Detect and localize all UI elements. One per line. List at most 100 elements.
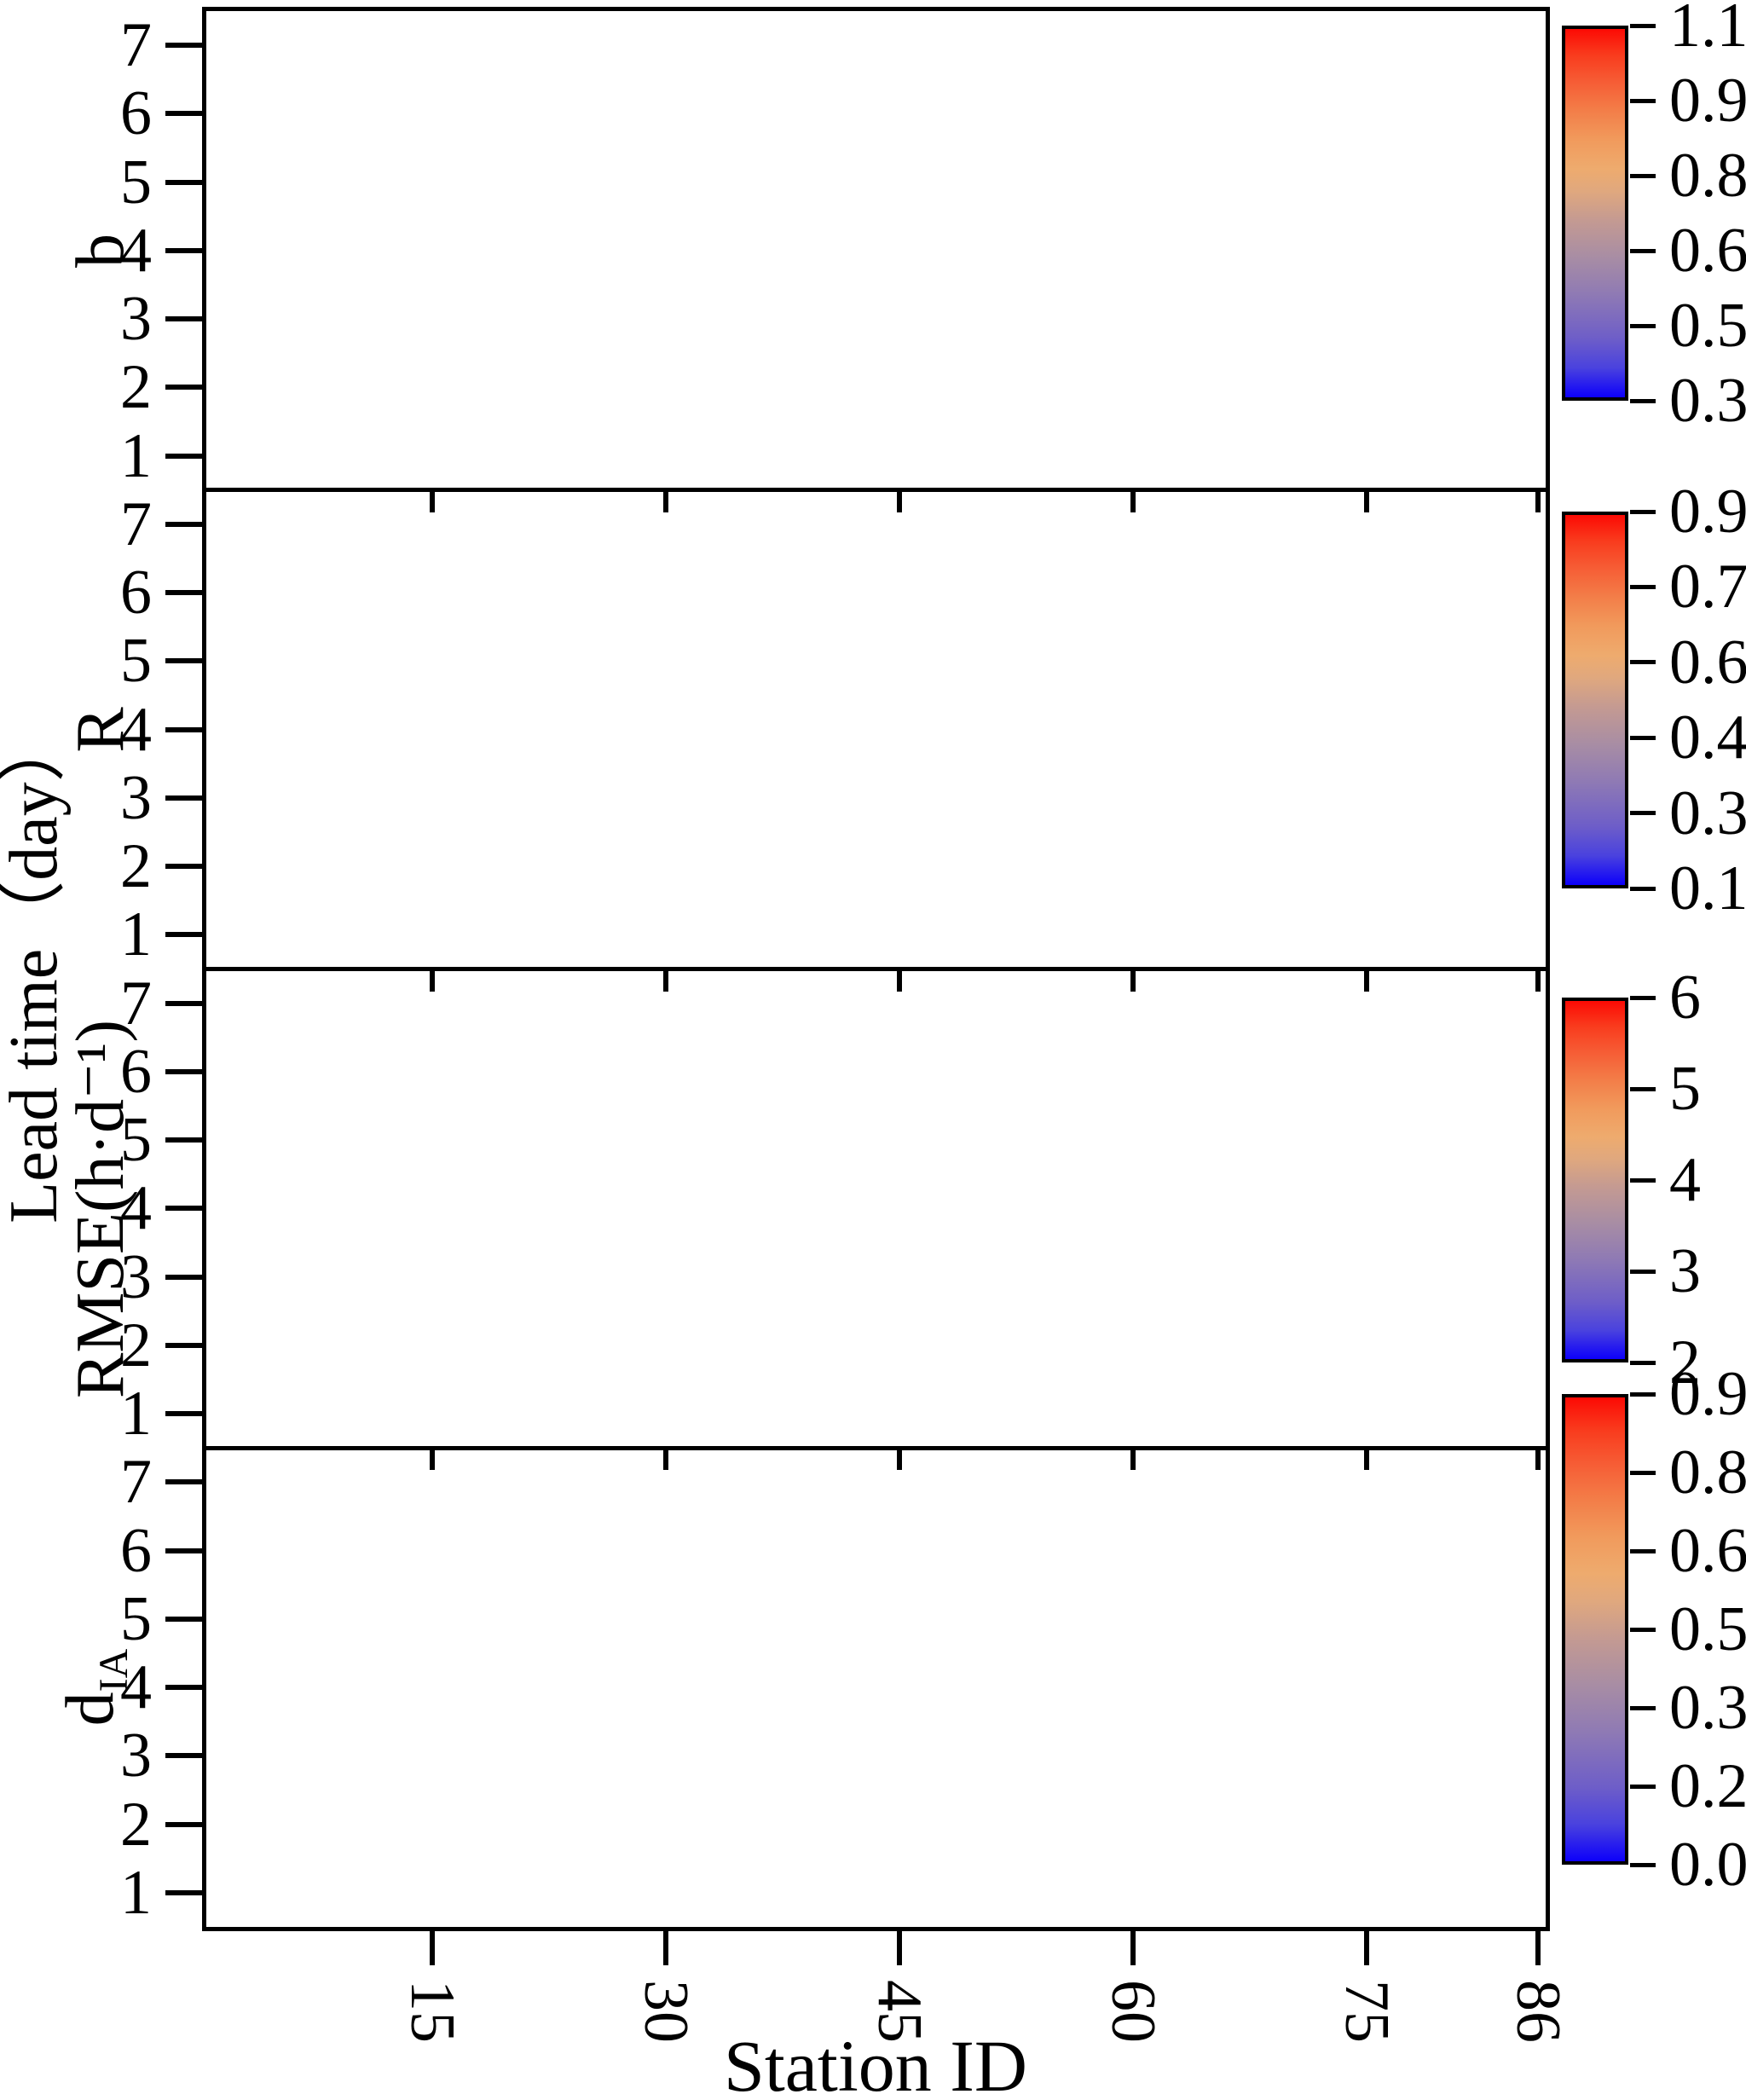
y-tick-label: 4: [120, 215, 152, 286]
colorbar-tick: [1630, 1086, 1656, 1091]
y-tick: [165, 1548, 202, 1553]
y-tick: [165, 1206, 202, 1212]
y-tick-label: 3: [120, 762, 152, 833]
x-tick-label: 86: [1502, 1980, 1573, 2043]
colorbar-tick-label: 6: [1669, 963, 1701, 1033]
y-tick-label: 4: [120, 1652, 152, 1723]
colorbar-tick-label: 0.9: [1669, 1359, 1746, 1429]
colorbar-tick-label: 0.8: [1669, 1438, 1746, 1507]
colorbar-tick: [1630, 1784, 1656, 1789]
colorbar-tick-label: 1.1: [1669, 0, 1746, 61]
y-tick: [165, 1411, 202, 1417]
y-tick: [165, 1616, 202, 1622]
colorbar-tick-label: 0.9: [1669, 477, 1746, 547]
colorbar-RMSE: [1562, 998, 1628, 1362]
colorbar-tick-label: 0.7: [1669, 552, 1746, 622]
colorbar-tick: [1630, 1177, 1656, 1183]
y-tick-label: 3: [120, 1721, 152, 1791]
colorbar-tick: [1630, 735, 1656, 740]
colorbar-tick-label: 0.2: [1669, 1751, 1746, 1821]
x-tick: [662, 1929, 668, 1965]
y-tick: [165, 1000, 202, 1006]
colorbar-tick: [1630, 509, 1656, 514]
y-tick-label: 1: [120, 420, 152, 491]
colorbar-tick-label: 0.4: [1669, 703, 1746, 773]
colorbar-tick: [1630, 323, 1656, 328]
panel-label-r: R: [63, 707, 138, 753]
colorbar-tick: [1630, 811, 1656, 816]
y-tick-label: 1: [120, 900, 152, 970]
panel-divider: [202, 1445, 1550, 1450]
panel-divider: [202, 967, 1550, 971]
y-tick-label: 7: [120, 968, 152, 1038]
colorbar-tick: [1630, 23, 1656, 28]
colorbar-tick-label: 2: [1669, 1328, 1701, 1397]
x-tick-inner: [1535, 491, 1541, 512]
colorbar-tick: [1630, 1360, 1656, 1365]
colorbar-tick: [1630, 1470, 1656, 1475]
y-tick: [165, 590, 202, 596]
y-tick-label: 6: [120, 1036, 152, 1107]
colorbar-tick: [1630, 248, 1656, 253]
panel-label-rmse: RMSE(h·d⁻¹): [63, 1020, 138, 1398]
colorbar-tick-label: 0.5: [1669, 291, 1746, 361]
y-tick: [165, 1685, 202, 1691]
y-tick: [165, 316, 202, 322]
x-tick-label: 30: [630, 1980, 701, 2043]
y-tick: [165, 795, 202, 801]
x-tick-inner: [1363, 491, 1369, 512]
y-tick-label: 6: [120, 78, 152, 149]
colorbar-R: [1562, 512, 1628, 888]
x-tick-inner: [1535, 970, 1541, 992]
colorbar-tick-label: 3: [1669, 1236, 1701, 1306]
x-tick-inner: [429, 1449, 435, 1471]
x-tick: [1130, 1929, 1136, 1965]
panel-divider: [202, 488, 1550, 493]
y-tick-label: 5: [120, 147, 152, 217]
x-tick: [1535, 1929, 1541, 1965]
y-tick: [165, 864, 202, 870]
y-tick: [165, 111, 202, 117]
colorbar-tick-label: 0.6: [1669, 1516, 1746, 1586]
y-tick-label: 1: [120, 1857, 152, 1928]
x-tick: [429, 1929, 435, 1965]
colorbar-tick: [1630, 173, 1656, 178]
y-tick-label: 5: [120, 1583, 152, 1654]
x-tick-inner: [429, 970, 435, 992]
panel-label-dia-main: d: [53, 1692, 128, 1727]
y-tick: [165, 385, 202, 390]
y-tick: [165, 179, 202, 185]
y-tick-label: 4: [120, 1173, 152, 1244]
y-tick-label: 2: [120, 831, 152, 902]
x-tick-inner: [1535, 1449, 1541, 1471]
y-tick: [165, 1821, 202, 1827]
y-tick-label: 3: [120, 284, 152, 355]
colorbar-tick: [1630, 584, 1656, 589]
y-tick-label: 5: [120, 626, 152, 697]
colorbar-tick: [1630, 995, 1656, 1000]
y-tick: [165, 453, 202, 459]
x-tick-inner: [896, 970, 902, 992]
y-tick: [165, 43, 202, 49]
y-tick-label: 3: [120, 1241, 152, 1312]
x-tick-label: 75: [1331, 1980, 1402, 2043]
y-tick: [165, 1068, 202, 1074]
x-axis-title: Station ID: [724, 2025, 1027, 2100]
x-tick-inner: [662, 970, 668, 992]
colorbar-tick-label: 0.5: [1669, 1594, 1746, 1664]
y-tick: [165, 658, 202, 664]
x-tick-inner: [1130, 970, 1136, 992]
y-axis-title: Lead time（day）: [0, 714, 72, 1224]
colorbar-tick: [1630, 398, 1656, 403]
colorbar-tick-label: 0.8: [1669, 141, 1746, 211]
x-tick-inner: [896, 491, 902, 512]
y-tick: [165, 1753, 202, 1759]
y-tick: [165, 247, 202, 253]
x-tick-inner: [1363, 1449, 1369, 1471]
y-tick-label: 7: [120, 10, 152, 81]
colorbar-tick: [1630, 98, 1656, 103]
y-tick: [165, 521, 202, 527]
y-tick-label: 2: [120, 1310, 152, 1380]
colorbar-tick-label: 0.9: [1669, 66, 1746, 136]
colorbar-tick-label: 0.3: [1669, 1673, 1746, 1743]
